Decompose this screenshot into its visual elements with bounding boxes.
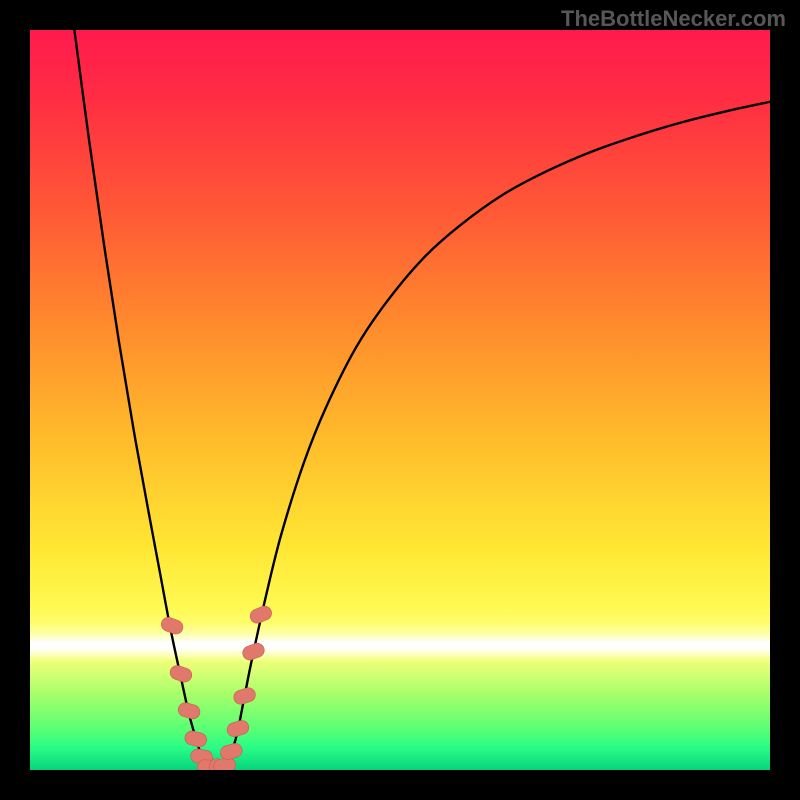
gradient-background: [30, 30, 770, 770]
attribution-text: TheBottleNecker.com: [561, 6, 786, 32]
chart-frame: TheBottleNecker.com: [0, 0, 800, 800]
bottleneck-chart: [0, 0, 800, 800]
